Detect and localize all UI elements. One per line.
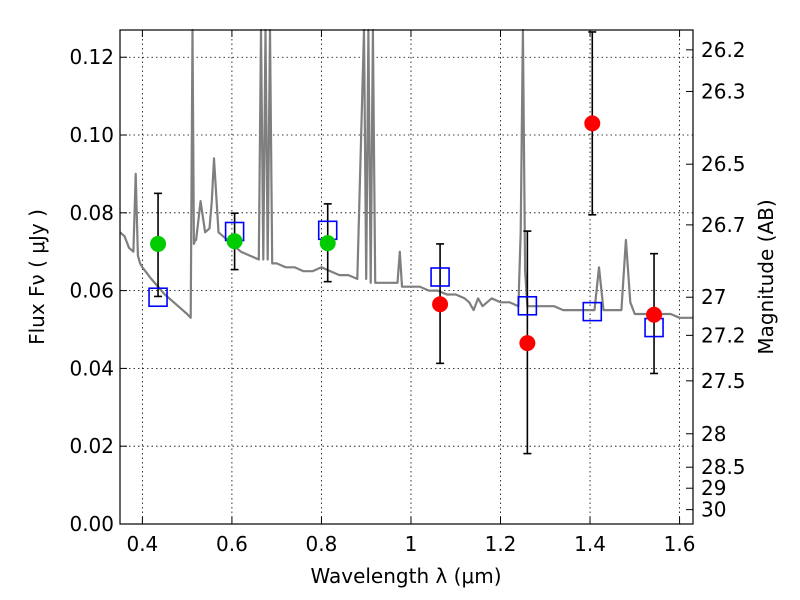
model-spectrum-layer (119, 28, 693, 319)
plot-frame (119, 29, 694, 525)
y-tick-label: 0.04 (69, 356, 114, 380)
x-tick-label: 0.8 (306, 532, 338, 556)
y2-tick-label: 27.5 (701, 369, 746, 393)
grid-lines (120, 30, 693, 525)
x-tick-label: 1 (405, 532, 418, 556)
x-tick-label: 0.4 (126, 532, 158, 556)
y2-tick-label: 26.7 (701, 213, 746, 237)
y-tick-label: 0.10 (69, 123, 114, 147)
observed-point (226, 233, 243, 250)
x-tick-label: 0.6 (216, 532, 248, 556)
y-tick-label: 0.06 (69, 279, 114, 303)
y-tick-label: 0.02 (69, 434, 114, 458)
x-tick-label: 1.4 (574, 532, 606, 556)
y2-axis-label: Magnitude (AB) (754, 199, 778, 354)
model-photometry-square (148, 287, 168, 308)
observed-point (646, 306, 663, 323)
y2-tick-label: 27.2 (701, 323, 746, 347)
x-axis-label: Wavelength λ (μm) (310, 564, 501, 588)
x-tick-label: 1.6 (664, 532, 696, 556)
y2-tick-label: 26.2 (701, 38, 746, 62)
observed-point (319, 235, 336, 252)
model-photometry-square (517, 295, 538, 316)
y2-tick-label: 28 (701, 422, 726, 446)
model-photometry-square (582, 301, 603, 322)
observed-point (519, 335, 536, 352)
y-tick-label: 0.08 (69, 201, 114, 225)
observed-point (584, 115, 601, 132)
y-tick-label: 0.00 (69, 512, 114, 536)
y-axis-label: Flux Fν ( μJy ) (25, 209, 49, 345)
model-photometry-square (430, 267, 450, 287)
y2-tick-label: 28.5 (701, 455, 746, 479)
markers-layer (148, 115, 664, 352)
y2-tick-label: 26.3 (701, 79, 746, 103)
y-tick-label: 0.12 (69, 45, 114, 69)
ticks-layer: 0.4 0.6 0.8 1 1.2 1.4 1.6 0.00 0.02 0.04 0.06 0.08 0… (69, 30, 746, 556)
observed-point (432, 296, 449, 313)
y2-tick-label: 30 (701, 498, 726, 522)
y2-tick-label: 27 (701, 285, 726, 309)
x-tick-label: 1.2 (485, 532, 517, 556)
model-spectrum-line (119, 28, 693, 319)
observed-point (150, 235, 167, 252)
y2-tick-label: 26.5 (701, 152, 746, 176)
y2-tick-label: 29 (701, 476, 726, 500)
